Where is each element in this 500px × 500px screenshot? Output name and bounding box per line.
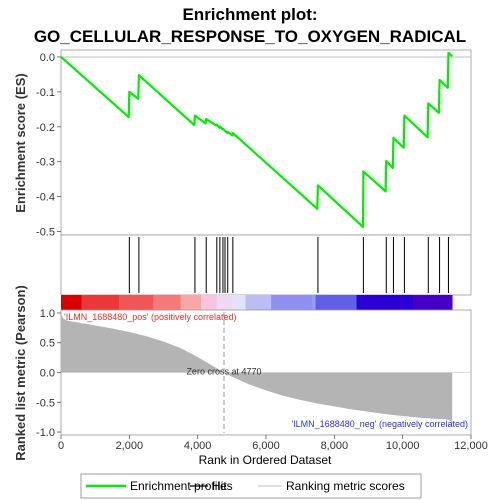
es-tick-label: -0.1 bbox=[36, 87, 55, 99]
es-y-ticks: 0.0 -0.1 -0.2 -0.3 -0.4 -0.5 bbox=[36, 52, 61, 239]
heat-band bbox=[245, 295, 272, 310]
negative-correlated-label: 'ILMN_1688480_neg' (negatively correlate… bbox=[291, 419, 468, 429]
x-tick-label: 0 bbox=[58, 440, 64, 452]
heat-band bbox=[153, 295, 181, 310]
x-tick-label: 2,000 bbox=[116, 440, 144, 452]
es-tick-label: -0.4 bbox=[36, 192, 55, 204]
es-panel-frame bbox=[60, 49, 472, 236]
x-axis-label: Rank in Ordered Dataset bbox=[199, 453, 332, 467]
heat-band bbox=[312, 295, 316, 310]
metric-tick-label: 0.0 bbox=[40, 368, 55, 380]
metric-y-ticks: 1.0 0.5 0.0 -0.5 -1.0 bbox=[36, 308, 61, 439]
x-tick-label: 8,000 bbox=[321, 440, 349, 452]
chart-title-line2: GO_CELLULAR_RESPONSE_TO_OXYGEN_RADICAL bbox=[34, 27, 466, 46]
legend-box bbox=[80, 473, 422, 499]
heat-band bbox=[119, 295, 154, 310]
metric-tick-label: -1.0 bbox=[36, 427, 55, 439]
heat-band bbox=[412, 295, 453, 310]
heat-band bbox=[180, 295, 202, 310]
metric-tick-label: -0.5 bbox=[36, 397, 55, 409]
es-profile-line bbox=[60, 51, 453, 229]
es-tick-label: 0.0 bbox=[40, 52, 55, 64]
x-tick-label: 12,000 bbox=[454, 440, 488, 452]
metric-tick-label: 1.0 bbox=[40, 308, 55, 320]
heat-band bbox=[216, 295, 233, 310]
metric-y-axis-label: Ranked list metric (Pearson) bbox=[13, 285, 28, 461]
x-tick-label: 4,000 bbox=[184, 440, 212, 452]
heat-band bbox=[315, 295, 357, 310]
es-tick-label: -0.3 bbox=[36, 157, 55, 169]
ranking-heat-bar bbox=[61, 295, 453, 310]
heat-band bbox=[231, 295, 246, 310]
heat-band bbox=[81, 295, 120, 310]
x-ticks: 0 2,000 4,000 6,000 8,000 10,000 12,000 bbox=[58, 435, 488, 452]
es-tick-label: -0.5 bbox=[36, 227, 55, 239]
metric-tick-label: 0.5 bbox=[40, 338, 55, 350]
zero-cross-label: Zero cross at 4770 bbox=[186, 367, 261, 377]
chart-title-line1: Enrichment plot: bbox=[182, 5, 317, 24]
x-tick-label: 10,000 bbox=[386, 440, 420, 452]
heat-band bbox=[356, 295, 414, 310]
legend-label: Ranking metric scores bbox=[286, 479, 405, 493]
heat-band bbox=[271, 295, 313, 310]
x-tick-label: 6,000 bbox=[252, 440, 280, 452]
heat-band bbox=[61, 295, 82, 310]
es-tick-label: -0.2 bbox=[36, 122, 55, 134]
ranking-metric-area bbox=[61, 312, 453, 427]
legend-label: Hits bbox=[212, 479, 233, 493]
legend-label: Enrichment profile bbox=[130, 479, 227, 493]
positive-correlated-label: 'ILMN_1688480_pos' (positively correlate… bbox=[64, 312, 237, 322]
heat-band bbox=[201, 295, 217, 310]
hits-panel-frame bbox=[60, 234, 472, 296]
es-y-axis-label: Enrichment score (ES) bbox=[13, 73, 28, 212]
hits-marks bbox=[128, 237, 449, 293]
